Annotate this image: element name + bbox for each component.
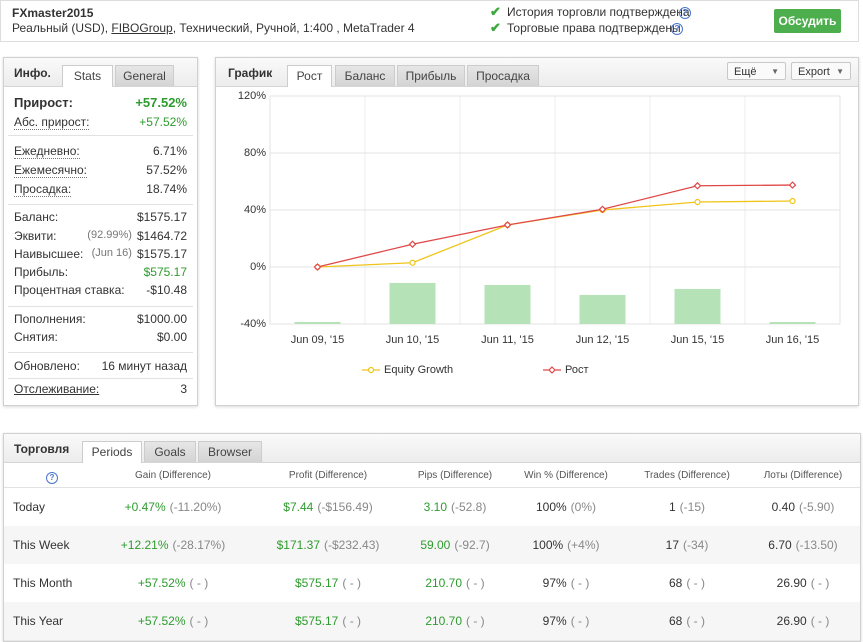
bar	[770, 322, 816, 324]
x-tick-label: Jun 12, '15	[576, 334, 629, 346]
legend-label: Рост	[565, 364, 589, 376]
bar	[580, 295, 626, 324]
bar	[295, 322, 341, 324]
bar	[675, 289, 721, 324]
y-tick-label: 40%	[244, 204, 266, 216]
bar	[485, 285, 531, 324]
x-tick-label: Jun 09, '15	[291, 334, 344, 346]
point-marker	[549, 367, 555, 373]
point-marker	[410, 260, 415, 265]
x-tick-label: Jun 10, '15	[386, 334, 439, 346]
x-tick-label: Jun 11, '15	[481, 334, 534, 346]
x-tick-label: Jun 15, '15	[671, 334, 724, 346]
y-tick-label: -40%	[240, 318, 266, 330]
y-tick-label: 80%	[244, 147, 266, 159]
y-tick-label: 0%	[250, 261, 266, 273]
y-tick-label: 120%	[238, 90, 266, 102]
point-marker	[369, 368, 374, 373]
bar	[390, 283, 436, 324]
point-marker	[790, 199, 795, 204]
legend-label: Equity Growth	[384, 364, 453, 376]
point-marker	[695, 200, 700, 205]
x-tick-label: Jun 16, '15	[766, 334, 819, 346]
